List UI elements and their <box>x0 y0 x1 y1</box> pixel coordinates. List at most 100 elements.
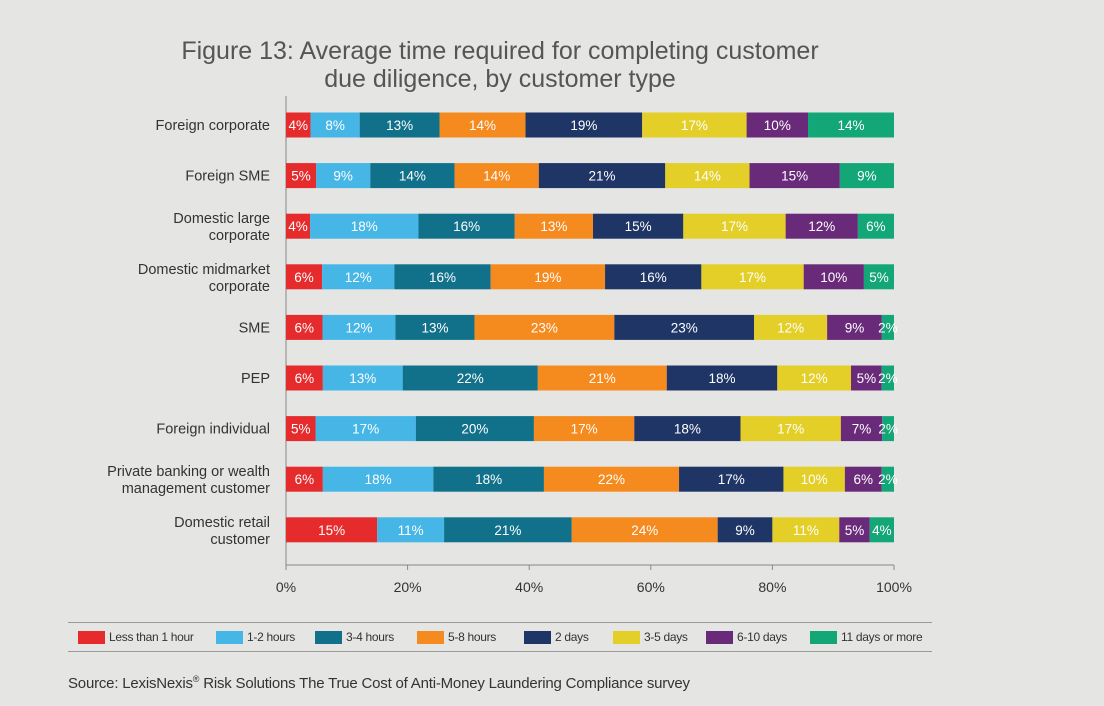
bar-segment <box>839 163 894 189</box>
data-label: 20% <box>461 422 488 437</box>
bar-segment <box>857 213 894 239</box>
data-label: 7% <box>852 422 872 437</box>
bar-segment <box>286 264 323 290</box>
legend-label: Less than 1 hour <box>109 630 194 644</box>
bar-segment <box>614 314 755 340</box>
bar-segment <box>454 163 539 189</box>
bar-segment <box>863 264 894 290</box>
bar-segment <box>881 314 894 340</box>
data-label: 16% <box>453 219 480 234</box>
bar-segment <box>444 517 572 543</box>
category-label: Domestic large <box>173 211 270 227</box>
bar-segment <box>634 416 741 442</box>
data-label: 12% <box>808 219 835 234</box>
legend-item: Less than 1 hour <box>78 630 194 644</box>
data-label: 11% <box>793 523 819 538</box>
bar-segment <box>377 517 445 543</box>
category-label: Domestic retail <box>174 515 270 531</box>
category-label: PEP <box>241 371 270 387</box>
data-label: 23% <box>671 320 698 335</box>
legend-label: 3-5 days <box>644 630 688 644</box>
data-label: 4% <box>872 523 892 538</box>
bar-segment <box>803 264 864 290</box>
bar-segment <box>415 416 534 442</box>
data-label: 5% <box>869 270 889 285</box>
bar-segment <box>844 466 882 492</box>
data-label: 23% <box>531 320 558 335</box>
legend-item: 1-2 hours <box>216 630 295 644</box>
bar-segment <box>433 466 544 492</box>
legend-item: 11 days or more <box>810 630 923 644</box>
data-label: 17% <box>739 270 766 285</box>
data-label: 16% <box>640 270 667 285</box>
data-label: 6% <box>295 371 315 386</box>
bar-segment <box>439 112 526 138</box>
legend-item: 3-5 days <box>613 630 688 644</box>
bar-segment <box>310 213 419 239</box>
data-label: 2% <box>878 371 898 386</box>
data-label: 17% <box>777 422 804 437</box>
category-label: Private banking or wealth <box>107 464 270 480</box>
x-tick-label: 100% <box>876 579 912 595</box>
data-label: 19% <box>570 118 597 133</box>
data-label: 6% <box>866 219 886 234</box>
category-label: Domestic midmarket <box>138 262 270 278</box>
x-tick-label: 0% <box>276 579 296 595</box>
bar-segment <box>402 365 538 391</box>
category-label: SME <box>239 320 271 336</box>
bar-segment <box>717 517 773 543</box>
legend-swatch <box>216 630 243 644</box>
data-label: 17% <box>718 472 745 487</box>
data-label: 22% <box>457 371 484 386</box>
bar-segment <box>359 112 440 138</box>
data-label: 17% <box>352 422 379 437</box>
data-label: 17% <box>721 219 748 234</box>
bar-segment <box>605 264 702 290</box>
bar-segment <box>772 517 840 543</box>
data-label: 13% <box>540 219 567 234</box>
data-label: 6% <box>294 320 314 335</box>
legend-item: 3-4 hours <box>315 630 394 644</box>
data-label: 14% <box>483 169 510 184</box>
bar-segment <box>286 163 317 189</box>
x-tick-label: 20% <box>394 579 422 595</box>
legend-swatch <box>78 630 105 644</box>
legend-label: 5-8 hours <box>448 630 496 644</box>
bar-segment <box>533 416 635 442</box>
data-label: 4% <box>288 219 308 234</box>
bar-segment <box>827 314 882 340</box>
data-label: 14% <box>837 118 864 133</box>
legend-swatch <box>706 630 733 644</box>
data-label: 19% <box>534 270 561 285</box>
bar-segment <box>286 466 323 492</box>
category-label: Foreign individual <box>156 422 270 438</box>
bar-segment <box>418 213 515 239</box>
x-tick-label: 80% <box>758 579 786 595</box>
data-label: 13% <box>386 118 413 133</box>
bar-segment <box>474 314 615 340</box>
chart-title-line-1: Figure 13: Average time required for com… <box>181 36 819 65</box>
data-label: 2% <box>878 422 898 437</box>
bar-segment <box>701 264 804 290</box>
bar-segment <box>840 416 883 442</box>
bar-segment <box>322 264 395 290</box>
bar-segment <box>286 112 311 138</box>
legend-swatch <box>417 630 444 644</box>
legend-swatch <box>524 630 551 644</box>
bar-segment <box>490 264 606 290</box>
data-label: 15% <box>318 523 345 538</box>
category-label: management customer <box>122 481 270 497</box>
bar-segment <box>286 365 323 391</box>
bar-segment <box>525 112 643 138</box>
legend-item: 5-8 hours <box>417 630 496 644</box>
data-label: 21% <box>589 371 616 386</box>
bar-segment <box>683 213 786 239</box>
bar-segment <box>881 365 894 391</box>
data-label: 9% <box>845 320 865 335</box>
bar-segment <box>322 314 396 340</box>
data-label: 10% <box>820 270 847 285</box>
chart-title: Figure 13: Average time required for com… <box>130 37 870 93</box>
bar-segment <box>777 365 852 391</box>
bar-segment <box>666 365 778 391</box>
data-label: 17% <box>571 422 598 437</box>
